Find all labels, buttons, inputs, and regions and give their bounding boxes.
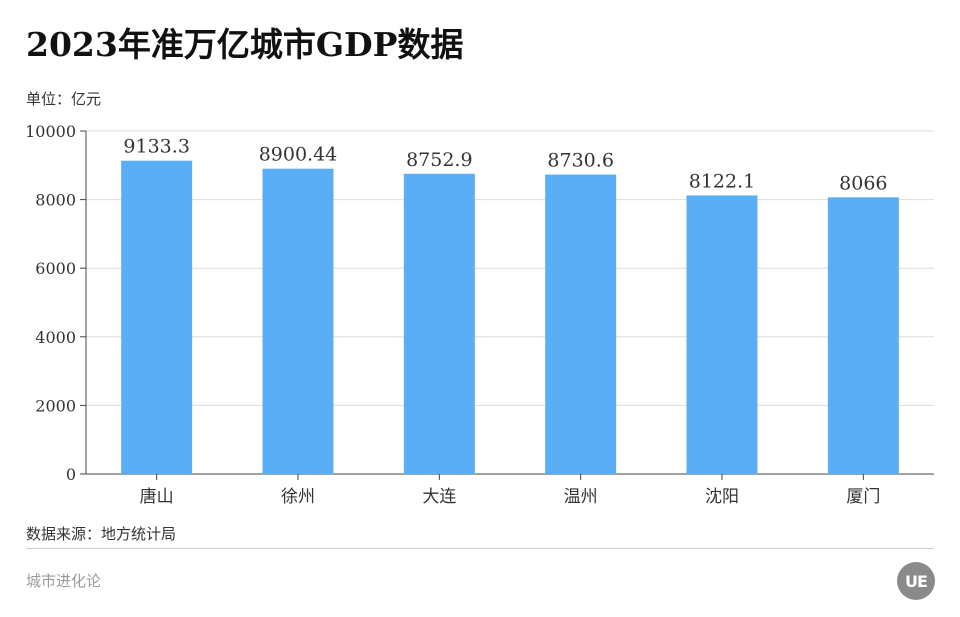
x-tick-label: 唐山: [140, 486, 174, 507]
bar: [827, 197, 899, 475]
bar: [121, 160, 193, 474]
bar: [545, 174, 617, 475]
unit-label: 单位：亿元: [26, 90, 102, 108]
brand-name: 城市进化论: [26, 572, 102, 590]
data-label: 8900.44: [259, 144, 338, 166]
data-label: 8066: [839, 172, 887, 194]
x-tick-label: 大连: [422, 487, 456, 507]
brand-logo: UE: [897, 562, 935, 600]
bar: [403, 173, 475, 475]
y-tick-label: 4000: [35, 328, 76, 347]
bar: [686, 195, 758, 474]
x-tick-label: 温州: [564, 487, 598, 507]
y-tick-label: 10000: [25, 122, 76, 141]
chart-title: 2023年准万亿城市GDP数据: [26, 25, 464, 64]
x-tick-label: 厦门: [846, 487, 880, 507]
data-label: 8122.1: [689, 170, 755, 192]
x-tick-label: 徐州: [281, 487, 315, 507]
bar: [262, 168, 334, 474]
x-tick-label: 沈阳: [705, 487, 739, 507]
y-tick-label: 2000: [35, 396, 76, 415]
data-label: 8752.9: [406, 149, 472, 171]
data-source: 数据来源：地方统计局: [26, 525, 177, 543]
data-label: 8730.6: [547, 150, 613, 172]
y-tick-label: 8000: [35, 191, 76, 210]
y-tick-label: 0: [66, 465, 76, 484]
data-label: 9133.3: [123, 136, 189, 158]
footer-divider: [26, 548, 934, 549]
y-tick-label: 6000: [35, 259, 76, 278]
